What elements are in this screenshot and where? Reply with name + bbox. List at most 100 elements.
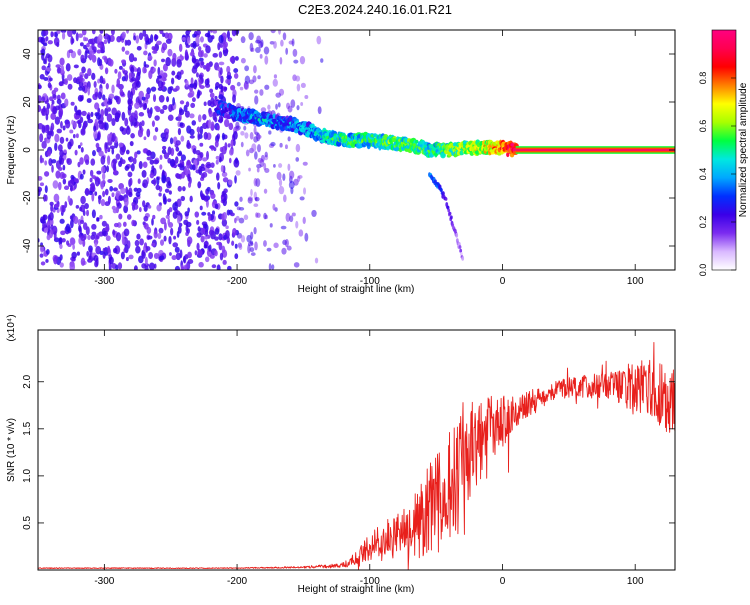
spectrogram-cell [77, 94, 84, 102]
spectrogram-cell [202, 157, 208, 162]
spectrogram-cell [54, 133, 60, 143]
spectrogram-marks [38, 30, 675, 270]
spectrogram-cell [177, 127, 182, 136]
spectrogram-cell [179, 249, 183, 259]
spectrogram-cell [79, 42, 84, 47]
spectrogram-cell [130, 133, 135, 139]
spectrogram-cell [215, 155, 220, 160]
spectrogram-cell [216, 264, 221, 270]
spectrogram-cell [275, 103, 278, 110]
spectrogram-cell [80, 235, 86, 242]
spectrogram-cell [46, 220, 50, 229]
spectrogram-cell [276, 171, 282, 180]
spectrogram-cell [152, 214, 156, 220]
spectrogram-cell [199, 205, 203, 211]
spectrogram-cell [40, 36, 45, 45]
spectrogram-cell [161, 149, 167, 155]
spectrogram-cell [38, 84, 42, 90]
spectrogram-cell [101, 220, 107, 227]
spectrogram-cell [203, 196, 209, 202]
spectrogram-cell [128, 53, 135, 63]
spectrogram-cell [232, 227, 237, 237]
spectrogram-cell [53, 230, 57, 240]
spectrogram-cell [233, 73, 239, 79]
spectrogram-cell [304, 232, 309, 242]
spectrogram-cell [191, 55, 196, 64]
spectrogram-cell [133, 35, 137, 41]
spectrogram-x-tick-label: -100 [360, 276, 380, 287]
spectrogram-cell [127, 240, 131, 249]
spectrogram-cell [202, 223, 208, 229]
spectrogram-cell [225, 230, 230, 239]
spectrogram-cell [183, 264, 188, 270]
spectrogram-cell [229, 148, 234, 156]
spectrogram-cell [65, 119, 71, 129]
spectrogram-cell [108, 256, 114, 265]
spectrogram-cell [158, 227, 164, 234]
spectrogram-cell [121, 236, 125, 245]
spectrogram-cell [174, 246, 180, 253]
spectrogram-y-tick-label: 40 [22, 48, 33, 60]
spectrogram-cell [107, 160, 111, 166]
spectrogram-cell [55, 64, 61, 68]
spectrogram-cell [153, 252, 160, 260]
spectrogram-cell [206, 186, 211, 192]
spectrogram-cell [111, 84, 115, 94]
spectrogram-cell [185, 79, 189, 87]
spectrogram-cell [207, 99, 212, 107]
spectrogram-cell [208, 119, 212, 129]
spectrogram-cell [153, 59, 157, 67]
spectrogram-cell [196, 126, 201, 133]
spectrogram-cell [220, 75, 224, 84]
spectrogram-cell [80, 128, 86, 135]
spectrogram-cell [289, 170, 295, 179]
spectrogram-cell [71, 251, 77, 259]
spectrogram-cell [64, 98, 69, 107]
spectrogram-cell [178, 222, 183, 227]
spectrogram-cell [234, 253, 239, 260]
spectrogram-cell [81, 85, 86, 92]
spectrogram-cell [153, 177, 157, 186]
spectrogram-cell [186, 125, 192, 134]
spectrogram-cell [94, 91, 99, 98]
spectrogram-cell [141, 96, 146, 101]
spectrogram-cell [273, 163, 276, 168]
spectrogram-cell [134, 102, 140, 109]
spectrogram-cell [135, 191, 141, 198]
spectrogram-cell [69, 237, 76, 245]
spectrogram-cell [176, 215, 181, 224]
spectrogram-cell [218, 233, 223, 241]
spectrogram-cell [260, 39, 264, 48]
spectrogram-cell [139, 238, 144, 246]
spectrogram-cell [221, 249, 228, 258]
spectrogram-cell [249, 132, 254, 140]
spectrogram-cell [59, 218, 65, 224]
spectrogram-cell [162, 32, 166, 38]
spectrogram-cell [85, 47, 89, 54]
spectrogram-cell [267, 104, 271, 110]
spectrogram-cell [141, 263, 147, 269]
spectrogram-cell [208, 229, 214, 236]
spectrogram-cell [50, 130, 54, 137]
spectrogram-cell [227, 265, 232, 270]
spectrogram-cell [84, 37, 89, 42]
spectrogram-cell [84, 202, 89, 210]
spectrogram-cell [244, 132, 249, 139]
spectrogram-cell [280, 225, 287, 230]
spectrogram-cell [43, 77, 49, 81]
spectrogram-cell [87, 86, 91, 96]
spectrogram-cell [87, 234, 91, 241]
spectrogram-cell [169, 137, 174, 145]
spectrogram-cell [39, 244, 44, 253]
spectrogram-cell [96, 170, 102, 175]
spectrogram-cell [234, 157, 239, 164]
spectrogram-cell [120, 187, 126, 195]
spectrogram-cell [162, 63, 168, 72]
spectrogram-cell [130, 77, 136, 82]
spectrogram-cell [95, 245, 102, 255]
spectrogram-cell [185, 101, 190, 108]
spectrogram-cell [52, 180, 59, 189]
spectrogram-cell [147, 235, 153, 240]
spectrogram-cell [289, 215, 294, 223]
spectrogram-cell [100, 180, 104, 190]
